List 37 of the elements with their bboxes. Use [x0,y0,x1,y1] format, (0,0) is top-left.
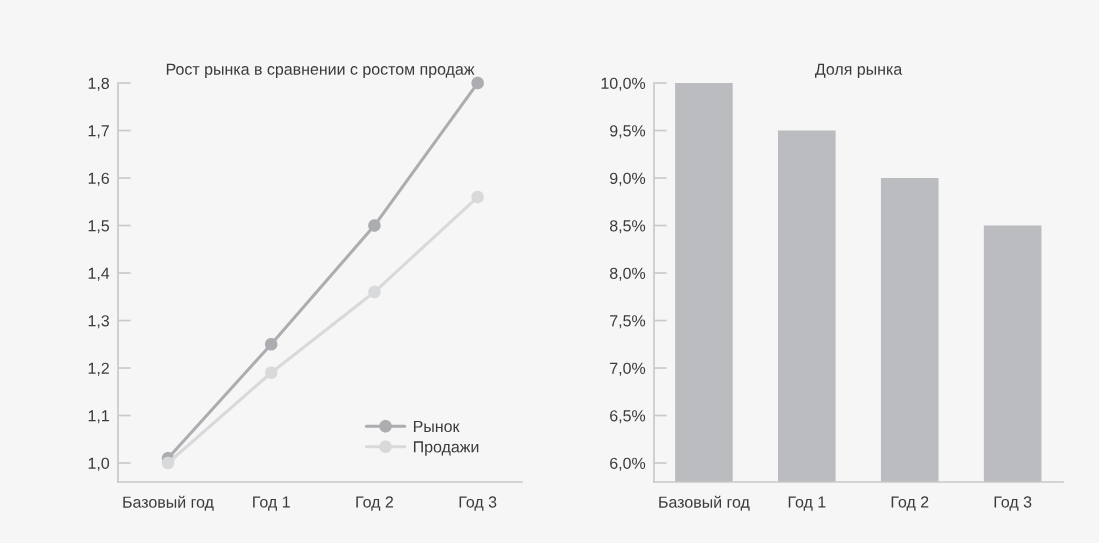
y-tick-label: 1,0 [88,457,110,471]
x-tick-label: Год 3 [994,496,1032,511]
y-tick-label: 9,5% [610,125,646,139]
y-tick-label: 1,7 [88,125,109,139]
y-tick-label: 1,6 [88,172,109,186]
x-tick-label: Год 1 [788,496,826,511]
point [368,285,381,299]
y-tick-label: 8,5% [609,220,646,234]
y-tick-label: 7,0% [610,362,646,376]
x-tick-label: Год 2 [891,496,929,511]
legend-label: Рынок [413,420,460,433]
legend-label: Продажи [413,441,479,456]
x-tick-label: Базовый год [123,495,214,511]
point [161,456,175,470]
x-tick-label: Год 3 [459,496,497,511]
y-tick-label: 9,0% [610,172,646,186]
x-tick-label: Год 2 [356,496,393,511]
y-tick-label: 7,5% [610,315,646,329]
point [471,76,484,90]
y-tick-label: 1,1 [88,410,109,424]
y-tick-label: 1,2 [88,362,109,376]
point [264,366,278,380]
chart-title: Рост рынка в сравнении с ростом продаж [166,63,475,79]
y-tick-label: 1,8 [88,77,110,91]
y-tick-label: 1,4 [88,267,110,281]
y-tick-label: 10,0% [601,77,646,91]
chart-title: Доля рынка [814,63,903,79]
x-tick-label: Год 1 [253,496,290,511]
y-tick-label: 1,3 [88,315,109,329]
point [471,190,484,204]
x-tick-label: Базовый год [659,495,750,511]
y-tick-label: 6,0% [610,457,646,471]
point [264,338,278,351]
point [368,219,381,232]
y-tick-label: 8,0% [609,267,646,281]
y-tick-label: 6,5% [610,410,646,424]
y-tick-label: 1,5 [88,220,110,234]
